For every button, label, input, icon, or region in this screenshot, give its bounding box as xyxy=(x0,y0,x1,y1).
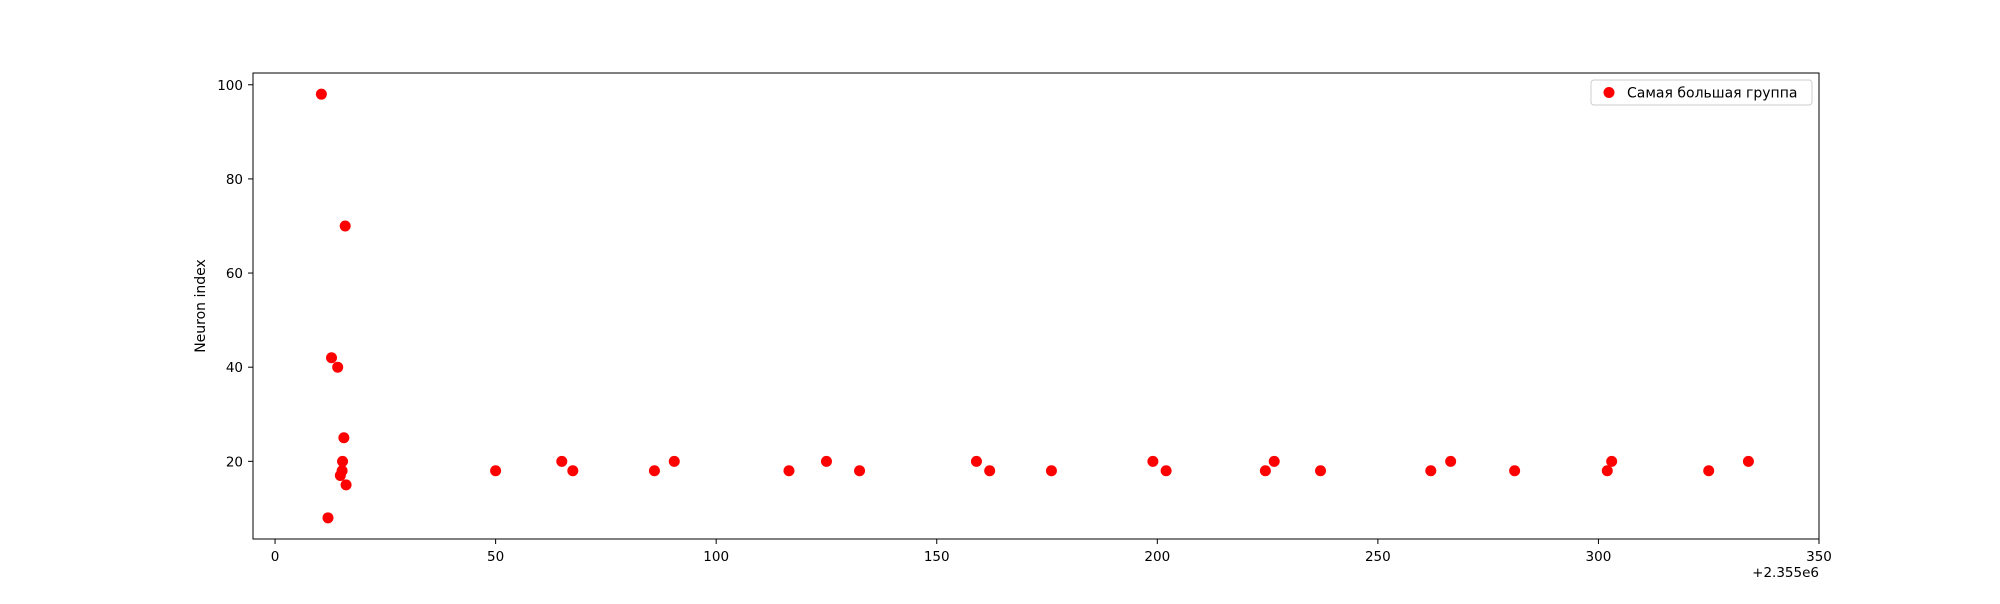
data-point xyxy=(326,352,338,364)
data-point xyxy=(668,455,680,467)
data-point xyxy=(1268,455,1280,467)
data-point xyxy=(1601,465,1613,477)
y-tick-label: 20 xyxy=(226,454,243,470)
y-tick-label: 80 xyxy=(226,172,243,188)
data-point xyxy=(336,465,348,477)
data-point xyxy=(490,465,502,477)
data-point xyxy=(1509,465,1521,477)
y-axis-label: Neuron index xyxy=(193,259,209,353)
data-point xyxy=(567,465,579,477)
data-point xyxy=(970,455,982,467)
plot-area xyxy=(315,88,1754,524)
legend-label: Самая большая группа xyxy=(1627,86,1797,102)
y-tick-label: 60 xyxy=(226,266,243,282)
data-point xyxy=(1160,465,1172,477)
data-point xyxy=(648,465,660,477)
x-tick-label: 100 xyxy=(703,549,729,565)
data-point xyxy=(1445,455,1457,467)
legend: Самая большая группа xyxy=(1590,79,1813,106)
data-point xyxy=(339,220,351,232)
data-point xyxy=(322,512,334,524)
data-point xyxy=(1742,455,1754,467)
data-point xyxy=(1425,465,1437,477)
x-tick-label: 250 xyxy=(1365,549,1391,565)
x-axis-offset-label: +2.355e6 xyxy=(1752,565,1819,581)
data-point xyxy=(315,88,327,100)
data-point xyxy=(1045,465,1057,477)
x-tick-label: 150 xyxy=(924,549,950,565)
data-point xyxy=(556,455,568,467)
x-tick-label: 350 xyxy=(1806,549,1832,565)
data-point xyxy=(1606,455,1618,467)
data-point xyxy=(337,455,349,467)
axes: 0 50 100 150 200 250 300 350 20 40 60 80 100 xyxy=(217,72,1832,565)
legend-marker xyxy=(1603,87,1615,98)
x-tick-label: 50 xyxy=(487,549,504,565)
data-point xyxy=(332,361,344,373)
data-point xyxy=(1703,465,1715,477)
x-tick-label: 300 xyxy=(1586,549,1612,565)
y-tick-label: 100 xyxy=(217,78,243,94)
data-point xyxy=(340,479,352,491)
data-point xyxy=(820,455,832,467)
legend-box xyxy=(1590,79,1813,106)
y-tick-label: 40 xyxy=(226,360,243,376)
data-point xyxy=(1315,465,1327,477)
plot-frame xyxy=(252,72,1820,540)
data-point xyxy=(1147,455,1159,467)
data-point xyxy=(1259,465,1271,477)
data-point xyxy=(783,465,795,477)
data-point xyxy=(984,465,996,477)
data-point xyxy=(854,465,866,477)
data-point xyxy=(338,432,350,444)
x-tick-label: 0 xyxy=(271,549,280,565)
x-tick-label: 200 xyxy=(1144,549,1170,565)
